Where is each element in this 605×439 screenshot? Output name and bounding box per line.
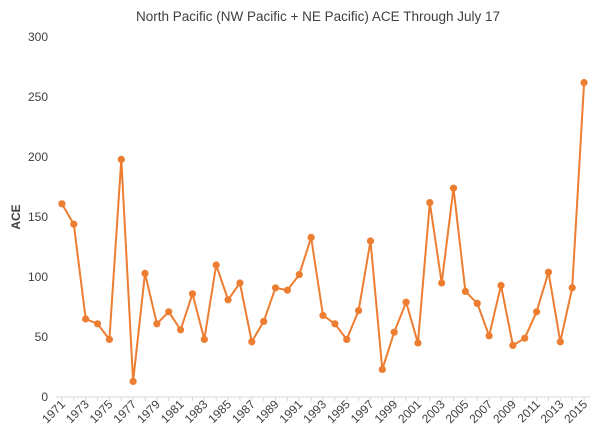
y-tick-label: 250 [28,90,48,104]
data-point [355,307,363,315]
series-points [58,79,588,385]
x-tick-label: 1991 [277,397,306,426]
data-point [248,338,256,346]
data-point [82,315,90,323]
x-tick-label: 2005 [443,397,472,426]
y-tick-label: 0 [41,390,48,404]
x-tick-label: 1981 [158,397,187,426]
x-tick-label: 1987 [229,397,258,426]
data-point [343,335,351,343]
data-point [70,220,78,228]
y-tick-label: 100 [28,270,48,284]
data-point [438,279,446,287]
y-axis-ticks: 0 50 100 150 200 250 300 [28,30,48,404]
data-point [568,284,576,292]
data-point [414,339,422,347]
data-point [402,298,410,306]
data-point [129,377,137,385]
data-point [580,79,588,87]
y-tick-label: 300 [28,30,48,44]
data-point [449,184,458,192]
data-point [473,299,481,307]
data-point [177,326,185,334]
data-point [319,311,327,319]
x-tick-label: 1977 [110,397,139,426]
x-tick-label: 2011 [515,397,543,425]
x-tick-label: 1989 [253,397,282,426]
data-point [260,317,268,325]
data-point [521,334,529,342]
data-point [390,328,398,336]
x-tick-label: 2003 [419,397,448,426]
data-point [93,320,102,328]
x-tick-label: 1975 [87,397,116,426]
x-tick-label: 2007 [466,397,495,426]
x-tick-label: 1983 [182,397,211,426]
data-point [544,268,553,276]
data-point [58,200,66,208]
y-axis-label: ACE [9,204,23,229]
x-tick-label: 1973 [63,397,92,426]
data-point [283,286,291,294]
y-tick-label: 200 [28,150,48,164]
data-point [556,338,564,346]
chart-title: North Pacific (NW Pacific + NE Pacific) … [136,9,500,24]
data-point [378,365,386,373]
data-point [426,199,434,207]
data-point [117,155,125,163]
data-point [331,320,339,328]
x-tick-label: 1995 [324,397,353,426]
data-point [295,271,303,279]
data-point [224,296,232,304]
x-tick-label: 1999 [372,397,401,426]
data-point [271,284,280,292]
data-point [497,281,505,289]
x-tick-label: 1985 [205,397,234,426]
series-line [61,82,586,383]
data-point [533,308,541,316]
x-tick-label: 2009 [490,397,519,426]
data-point [188,290,197,298]
y-tick-label: 150 [28,210,48,224]
x-tick-label: 2013 [538,397,567,426]
data-point [212,261,220,269]
data-point [307,233,315,241]
data-point [461,287,469,295]
data-point [105,335,113,343]
data-point [200,335,208,343]
x-tick-label: 1993 [300,397,329,426]
data-point [366,237,375,245]
y-tick-label: 50 [35,330,49,344]
data-point [236,279,244,287]
data-point [153,320,161,328]
data-point [141,269,149,277]
data-point [509,341,517,349]
x-tick-label: 2015 [561,397,590,426]
x-axis-ticks: 1971197319751977197919811983198519871989… [39,397,590,426]
x-tick-label: 1997 [348,397,377,426]
x-tick-label: 1979 [134,397,163,426]
data-point [165,308,173,316]
data-point [485,332,493,340]
x-tick-label: 2001 [395,397,424,426]
